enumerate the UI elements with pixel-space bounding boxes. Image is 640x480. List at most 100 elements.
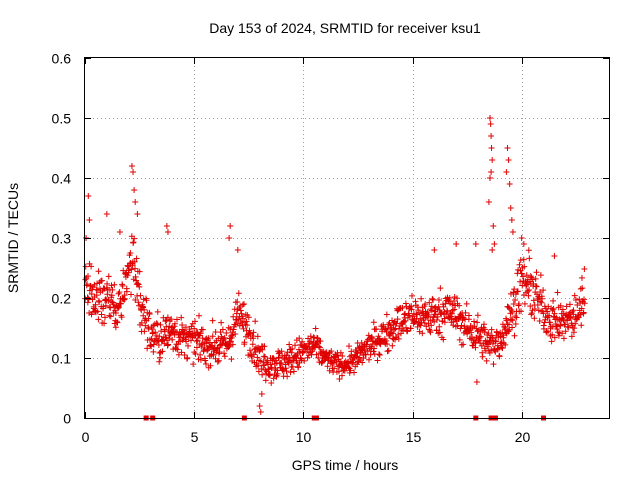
data-point [84,281,91,288]
data-point [419,330,426,337]
data-point [111,281,118,288]
data-point [433,316,440,323]
data-point [262,353,269,360]
data-point [295,346,302,353]
data-point [307,333,314,340]
data-point [171,320,178,327]
data-point [183,338,190,345]
data-point [564,323,571,330]
data-point [476,335,483,342]
data-point [408,306,415,313]
data-point [227,325,234,332]
data-point [395,331,402,338]
data-point [533,283,540,290]
data-point [168,316,175,323]
data-point [221,350,228,357]
data-point [304,354,311,361]
data-point [391,326,398,333]
data-point [486,349,493,356]
data-point [209,317,216,324]
data-point [549,331,556,338]
data-point [137,292,144,299]
data-point [247,347,254,354]
data-point [156,333,163,340]
data-point [328,348,335,355]
data-point [173,316,180,323]
data-point [570,307,577,314]
data-point [516,261,523,268]
data-point [376,351,383,358]
data-point [108,282,115,289]
data-point [421,319,428,326]
data-point [197,356,204,363]
data-point [278,348,285,355]
data-point [540,310,547,317]
data-point [436,329,443,336]
data-point [144,345,151,352]
data-point [346,343,353,350]
data-point [530,297,537,304]
data-point [244,322,251,329]
data-point [110,301,117,308]
data-point [430,296,437,303]
data-point [515,300,522,307]
data-point [488,326,495,333]
data-point [528,310,535,317]
data-point [507,205,514,211]
data-point [449,307,456,314]
data-point [512,320,519,327]
data-point [526,255,533,262]
data-point [95,316,102,323]
data-point [275,354,282,361]
data-point [256,403,263,409]
data-point [268,379,275,386]
data-point [578,274,585,281]
data-point [326,367,333,374]
data-point [258,365,265,372]
data-point [88,263,95,270]
data-point [509,317,516,324]
data-point [370,348,377,355]
data-point [488,133,495,139]
data-point [134,211,141,217]
data-point [532,275,539,282]
data-point [373,326,380,333]
data-point [191,318,198,325]
data-point [402,317,409,324]
x-axis-label: GPS time / hours [292,457,399,473]
data-point [202,357,209,364]
data-point [544,308,551,315]
data-point [408,292,415,299]
data-point [481,321,488,328]
data-point [323,350,330,357]
data-point [226,342,233,349]
data-point [398,330,405,337]
data-point [128,163,135,169]
data-point [128,291,135,298]
data-point [161,328,168,335]
data-point [159,348,166,355]
data-point [203,360,210,367]
data-point [157,321,164,328]
data-point [510,300,517,307]
data-point [518,270,525,277]
data-point [488,169,495,175]
data-point [527,273,534,280]
data-point [485,199,492,205]
data-point [316,344,323,351]
data-point [580,309,587,316]
data-point [119,282,126,289]
data-point [549,306,556,313]
data-point [417,322,424,329]
data-point [259,346,266,353]
data-point [267,361,274,368]
data-point [289,345,296,352]
data-point [312,325,319,332]
data-point [384,348,391,355]
data-point [450,298,457,305]
data-point [370,319,377,326]
data-point [554,326,561,333]
data-point [145,315,152,322]
data-point [162,334,169,341]
data-point [249,341,256,348]
